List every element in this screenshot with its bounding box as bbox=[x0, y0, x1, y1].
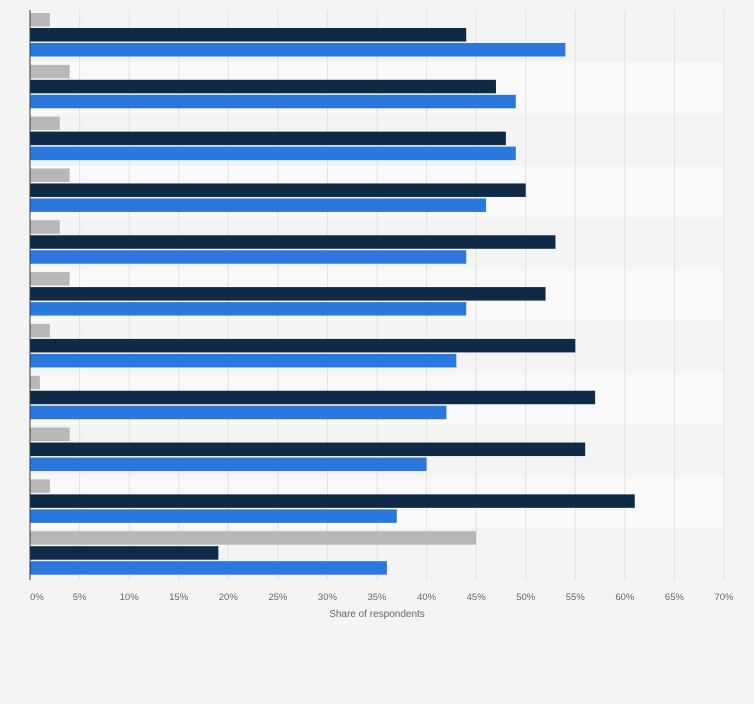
bar bbox=[30, 198, 487, 212]
bar bbox=[30, 131, 506, 146]
bar bbox=[30, 353, 457, 368]
bar bbox=[30, 235, 556, 249]
x-tick-label: 70% bbox=[714, 592, 734, 603]
bar bbox=[30, 28, 467, 42]
x-axis-label: Share of respondents bbox=[329, 609, 425, 620]
x-tick-label: 0% bbox=[30, 592, 44, 603]
bar bbox=[30, 457, 427, 472]
x-tick-label: 10% bbox=[120, 592, 140, 603]
bar bbox=[30, 531, 477, 545]
bars bbox=[30, 13, 635, 575]
x-tick-label: 5% bbox=[73, 592, 87, 603]
x-tick-label: 20% bbox=[219, 592, 239, 603]
bar bbox=[30, 323, 50, 338]
bar bbox=[30, 250, 467, 264]
bar bbox=[30, 287, 546, 301]
x-tick-label: 30% bbox=[318, 592, 338, 603]
bar bbox=[30, 405, 447, 420]
bar bbox=[30, 183, 526, 197]
bar bbox=[30, 479, 50, 493]
bar bbox=[30, 116, 60, 131]
bar bbox=[30, 94, 516, 109]
bar bbox=[30, 146, 516, 161]
bar bbox=[30, 79, 496, 94]
x-tick-label: 55% bbox=[566, 592, 586, 603]
x-tick-label: 15% bbox=[169, 592, 189, 603]
bar bbox=[30, 509, 397, 523]
bar bbox=[30, 338, 576, 353]
x-tick-label: 25% bbox=[268, 592, 288, 603]
bar bbox=[30, 442, 586, 457]
bar bbox=[30, 13, 50, 27]
bar bbox=[30, 427, 70, 442]
x-tick-label: 40% bbox=[417, 592, 437, 603]
bar bbox=[30, 64, 70, 79]
bar bbox=[30, 390, 596, 405]
x-tick-label: 45% bbox=[467, 592, 487, 603]
bar bbox=[30, 546, 219, 560]
bar bbox=[30, 43, 566, 57]
bar bbox=[30, 272, 70, 286]
x-tick-label: 60% bbox=[615, 592, 635, 603]
x-tick-label: 35% bbox=[367, 592, 387, 603]
x-tick-label: 65% bbox=[665, 592, 685, 603]
bar bbox=[30, 220, 60, 234]
bar bbox=[30, 375, 40, 390]
x-tick-label: 50% bbox=[516, 592, 536, 603]
bar bbox=[30, 168, 70, 182]
x-axis: 0% 5% 10% 15% 20% 25% 30% 35% 40% 45% 50% 55% 60% 65%… bbox=[29, 10, 734, 603]
bar bbox=[30, 561, 387, 575]
bar bbox=[30, 494, 635, 508]
bar bbox=[30, 302, 467, 316]
